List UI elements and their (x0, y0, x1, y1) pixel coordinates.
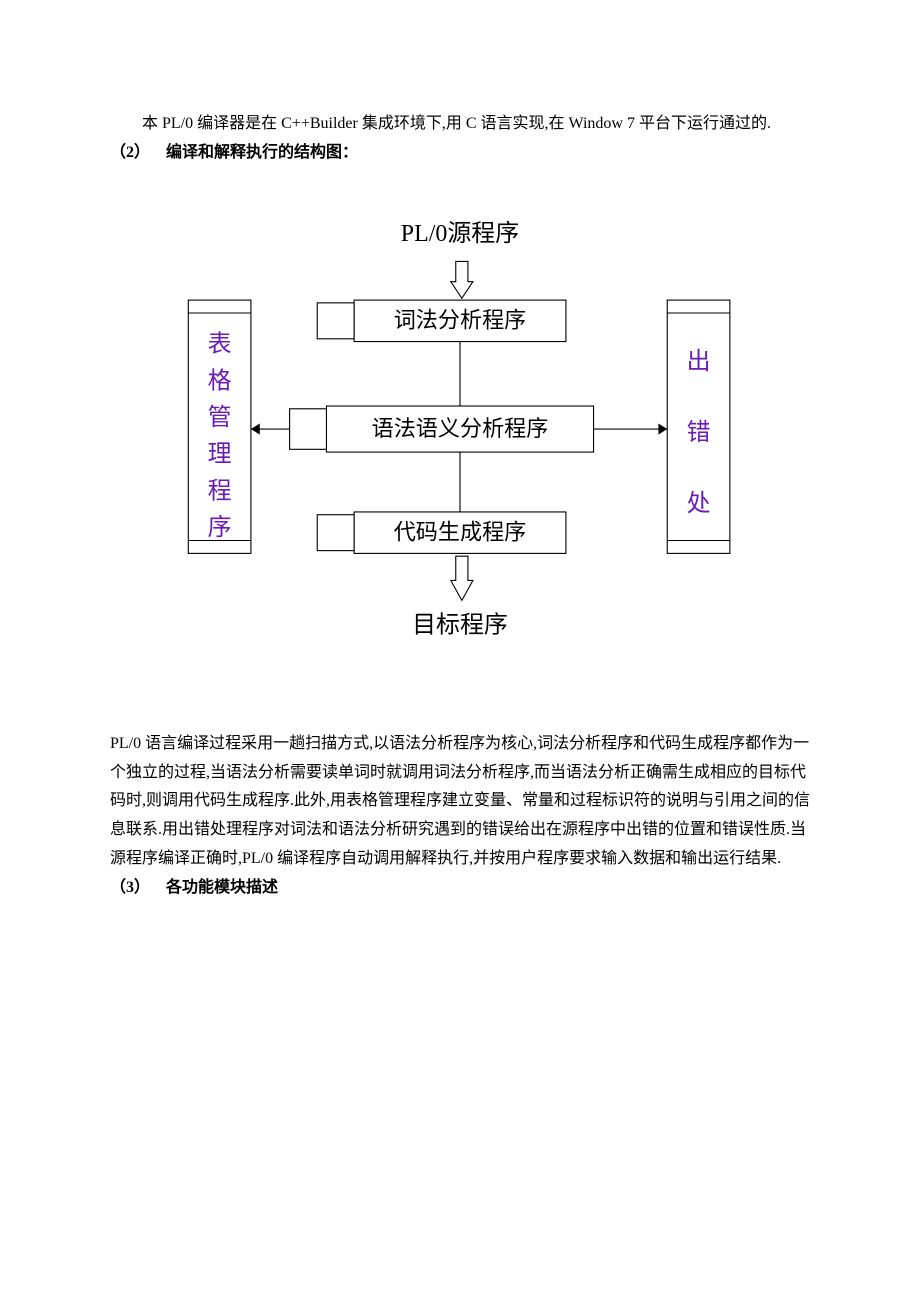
document-page: 本 PL/0 编译器是在 C++Builder 集成环境下,用 C 语言实现,在… (0, 0, 920, 1302)
svg-text:词法分析程序: 词法分析程序 (394, 307, 527, 332)
svg-text:序: 序 (208, 514, 232, 541)
svg-text:目标程序: 目标程序 (412, 611, 508, 638)
svg-text:出: 出 (687, 347, 711, 374)
intro-paragraph: 本 PL/0 编译器是在 C++Builder 集成环境下,用 C 语言实现,在… (110, 110, 810, 139)
section-2-heading: （2） 编译和解释执行的结构图： (110, 139, 810, 168)
body-paragraph: PL/0 语言编译过程采用一趟扫描方式,以语法分析程序为核心,词法分析程序和代码… (110, 730, 810, 874)
svg-text:格: 格 (208, 367, 232, 394)
section-3-heading: （3） 各功能模块描述 (110, 874, 810, 903)
section-2-title: 编译和解释执行的结构图： (166, 144, 358, 161)
section-3-title: 各功能模块描述 (166, 879, 278, 896)
section-2-label: （2） (110, 144, 150, 161)
svg-text:PL/0源程序: PL/0源程序 (401, 220, 519, 247)
section-3-label: （3） (110, 879, 150, 896)
svg-text:语法语义分析程序: 语法语义分析程序 (372, 416, 549, 441)
svg-text:代码生成程序: 代码生成程序 (394, 519, 527, 544)
svg-text:处: 处 (687, 490, 711, 517)
svg-text:管: 管 (208, 404, 232, 431)
flowchart-diagram: PL/0源程序词法分析程序语法语义分析程序代码生成程序目标程序 表格管理程序 出错处 (110, 208, 810, 659)
svg-text:表: 表 (208, 330, 232, 357)
svg-text:错: 错 (687, 418, 711, 445)
svg-text:程: 程 (208, 477, 232, 504)
svg-text:理: 理 (208, 441, 232, 467)
